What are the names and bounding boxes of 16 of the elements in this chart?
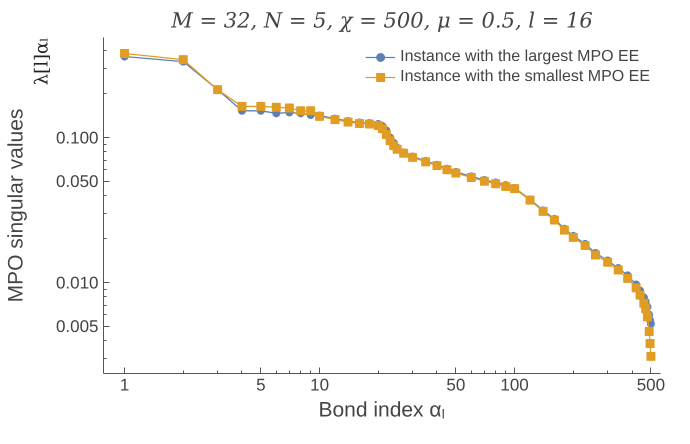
y-axis-title: MPO singular values — [4, 108, 28, 302]
y-tick-label: 0.005 — [56, 317, 99, 336]
x-tick-label: 5 — [256, 376, 266, 394]
x-tick-label: 1 — [120, 376, 130, 394]
x-tick-label: 10 — [310, 376, 330, 394]
text: λ[l]αₗ — [32, 38, 52, 86]
legend-label: Instance with the largest MPO EE — [400, 48, 640, 66]
legend-label: Instance with the smallest MPO EE — [400, 68, 650, 86]
chart-title: M = 32, N = 5, χ = 500, μ = 0.5, l = 16 — [170, 8, 593, 32]
x-tick-label: 500 — [636, 376, 666, 394]
x-tick-label: 50 — [446, 376, 466, 394]
y-tick-label: 0.010 — [56, 274, 99, 293]
y-tick-label: 0.050 — [56, 172, 99, 192]
x-axis-title: Bond index αₗ — [318, 398, 446, 422]
x-tick-label: 100 — [500, 376, 529, 394]
y-tick-label: 0.100 — [56, 128, 99, 148]
